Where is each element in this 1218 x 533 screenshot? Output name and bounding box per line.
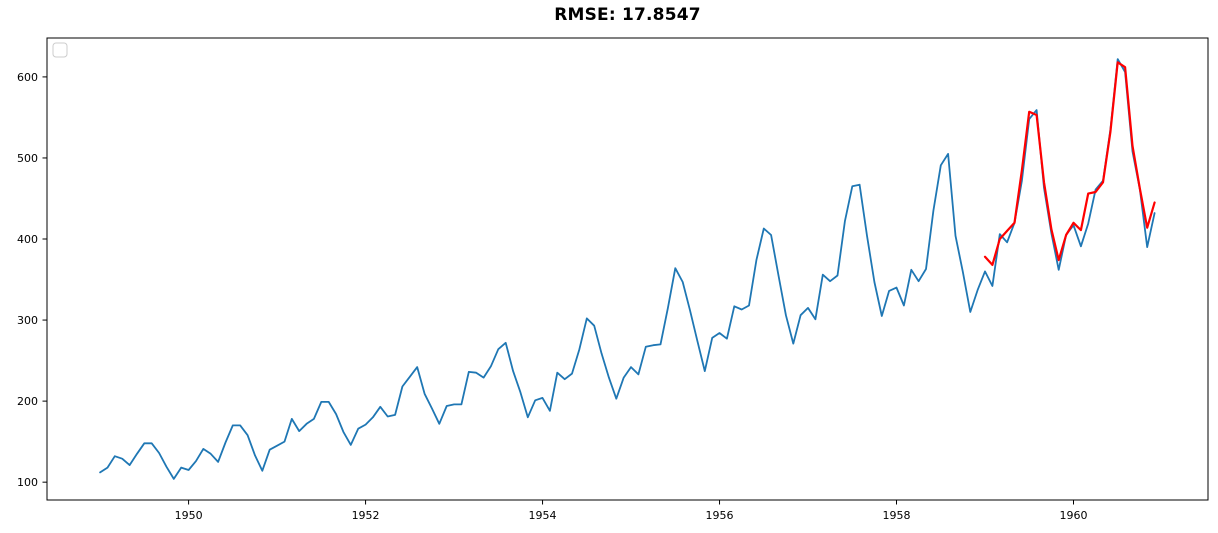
x-tick-label: 1958 — [883, 509, 911, 522]
x-tick-label: 1952 — [352, 509, 380, 522]
axes-frame — [46, 37, 1209, 501]
x-tick-label: 1956 — [706, 509, 734, 522]
y-tick-label: 500 — [17, 152, 38, 165]
x-tick-label: 1954 — [529, 509, 557, 522]
y-tick-label: 400 — [17, 233, 38, 246]
y-tick-label: 300 — [17, 314, 38, 327]
y-tick-label: 600 — [17, 71, 38, 84]
predicted-series-line — [983, 61, 1156, 266]
y-tick-label: 100 — [17, 476, 38, 489]
actual-series-line — [99, 58, 1156, 480]
x-tick-label: 1960 — [1059, 509, 1087, 522]
y-tick-label: 200 — [17, 395, 38, 408]
x-tick-label: 1950 — [175, 509, 203, 522]
chart-title: RMSE: 17.8547 — [554, 5, 701, 25]
legend-box — [52, 42, 68, 58]
